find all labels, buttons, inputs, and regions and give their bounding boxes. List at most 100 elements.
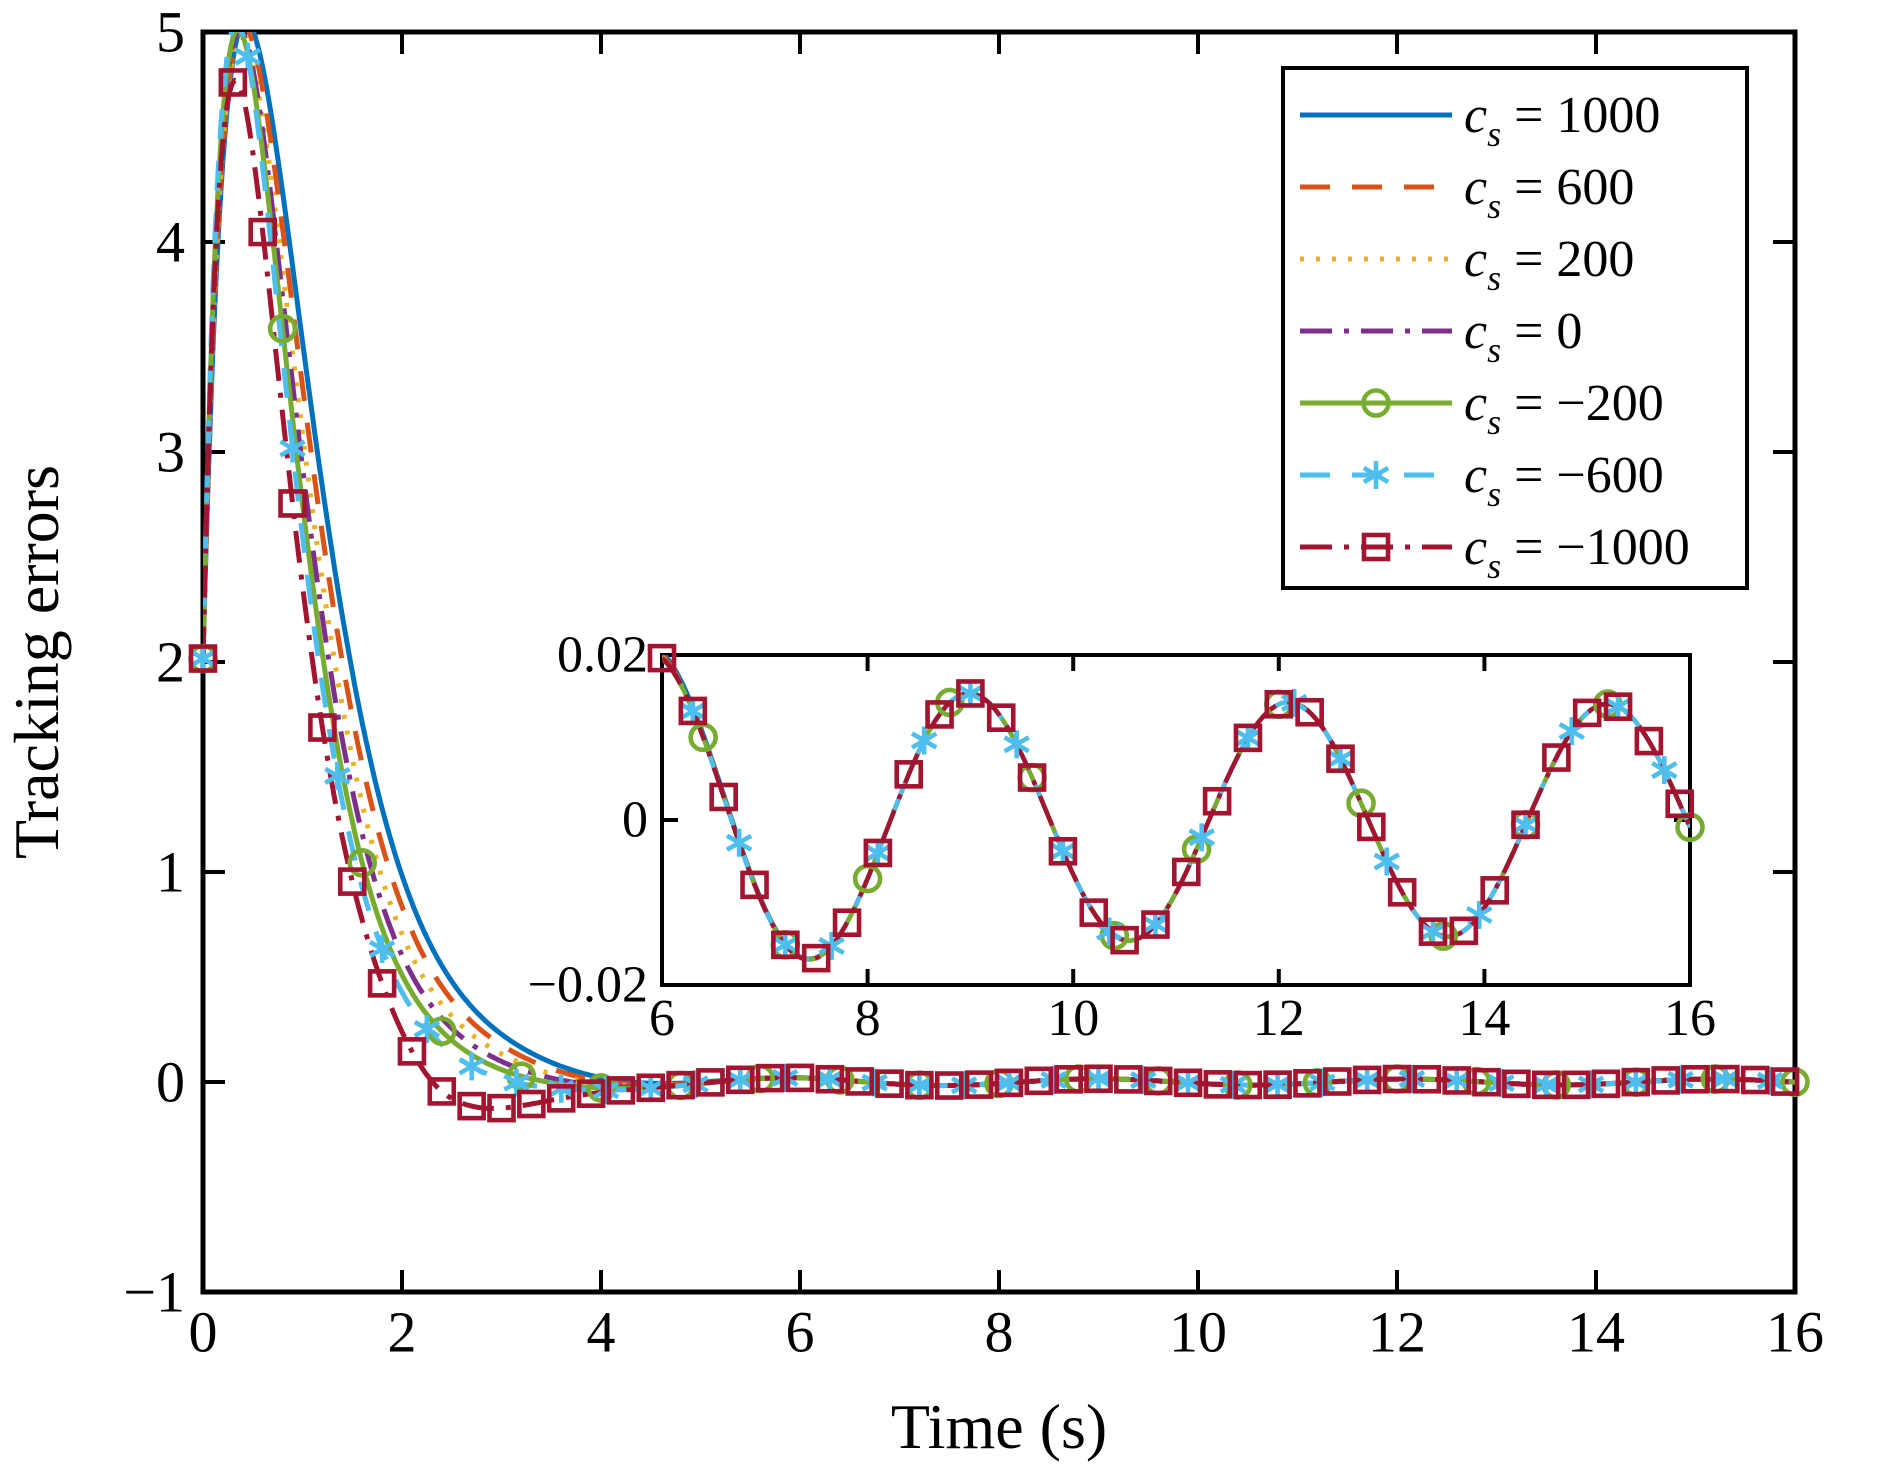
asterisk-marker [1327, 744, 1354, 773]
square-marker [1591, 1069, 1621, 1099]
asterisk-marker [1188, 823, 1215, 852]
asterisk-marker [1577, 1070, 1605, 1099]
square-marker [1114, 1065, 1143, 1094]
asterisk-marker [279, 434, 306, 463]
x-tick-label: 6 [786, 1300, 815, 1365]
asterisk-marker [1532, 1070, 1560, 1099]
square-marker [740, 870, 769, 900]
square-marker [337, 867, 367, 896]
square-marker [1561, 1070, 1591, 1100]
asterisk-stroke [1142, 915, 1169, 934]
square-marker [725, 1065, 755, 1095]
square-marker [1634, 726, 1664, 756]
square-marker [1770, 1067, 1800, 1096]
x-tick-label: 2 [388, 1300, 417, 1365]
square-marker [1110, 925, 1139, 955]
square-marker [1295, 697, 1324, 727]
asterisk-marker [189, 644, 217, 673]
y-tick-label: 3 [156, 420, 185, 485]
square-marker [1681, 1064, 1710, 1094]
asterisk-stroke [279, 439, 306, 458]
circle-marker [267, 313, 298, 344]
series-markers-cs-neg1000 [188, 68, 1800, 1123]
inset-x-tick-label: 10 [1047, 990, 1099, 1047]
square-marker [696, 1068, 725, 1097]
asterisk-marker [1651, 756, 1678, 785]
inset-x-tick-label: 16 [1664, 990, 1716, 1047]
asterisk-marker [725, 828, 753, 857]
x-tick-label: 14 [1567, 1300, 1625, 1365]
asterisk-marker [1264, 1070, 1291, 1099]
inset-axes: 6 8 10 12 14 16 0.02 0 −0.02 [528, 627, 1716, 1048]
square-marker [606, 1076, 636, 1105]
asterisk-stroke [1362, 466, 1390, 484]
inset-series-markers-cs-neg600 [679, 679, 1678, 960]
asterisk-stroke [1174, 1073, 1202, 1092]
square-marker [894, 760, 924, 789]
asterisk-stroke [1003, 735, 1030, 754]
square-marker [934, 1071, 964, 1100]
asterisk-stroke [413, 1019, 441, 1038]
square-marker [218, 68, 248, 97]
asterisk-stroke [324, 766, 351, 785]
asterisk-marker [771, 1063, 799, 1092]
x-tick-label: 12 [1368, 1300, 1426, 1365]
asterisk-stroke [816, 1070, 844, 1089]
asterisk-marker [906, 1071, 933, 1100]
square-marker [1442, 1066, 1471, 1095]
asterisk-marker [1142, 910, 1169, 939]
asterisk-marker [1756, 1066, 1784, 1095]
x-tick-label: 10 [1169, 1300, 1227, 1365]
square-marker [1054, 1065, 1083, 1094]
asterisk-marker [1353, 1065, 1381, 1094]
square-marker [1264, 689, 1294, 719]
asterisk-stroke [861, 1073, 888, 1092]
asterisk-stroke [1604, 697, 1632, 716]
legend-label-cs-1000: cs = 1000 [1464, 87, 1660, 154]
asterisk-stroke [1049, 842, 1077, 861]
square-marker [308, 713, 337, 742]
legend-label-cs-600: cs = 600 [1464, 159, 1634, 226]
asterisk-marker [1622, 1068, 1650, 1097]
square-marker [709, 782, 738, 812]
square-marker [1357, 812, 1386, 842]
square-marker [1449, 916, 1479, 946]
asterisk-stroke [1419, 922, 1447, 941]
square-marker [1079, 898, 1109, 927]
asterisk-marker [816, 1065, 844, 1094]
square-marker [1711, 1064, 1740, 1094]
asterisk-marker [1443, 1066, 1470, 1095]
square-marker [1387, 878, 1417, 907]
square-marker [1352, 1065, 1382, 1095]
asterisk-stroke [1398, 1070, 1426, 1089]
square-marker [576, 1079, 606, 1108]
square-marker [1173, 1068, 1203, 1098]
asterisk-stroke [864, 843, 892, 862]
square-marker [647, 643, 677, 673]
square-marker [1141, 910, 1170, 939]
asterisk-stroke [1443, 1071, 1470, 1090]
square-marker [832, 908, 862, 938]
x-tick-label: 0 [189, 1300, 218, 1365]
square-marker [1572, 698, 1602, 728]
square-marker [1382, 1064, 1412, 1094]
square-marker [1542, 743, 1571, 772]
asterisk-stroke [1234, 728, 1262, 747]
square-marker [1203, 1070, 1233, 1099]
asterisk-stroke [234, 47, 262, 66]
asterisk-marker [503, 1068, 530, 1097]
asterisk-marker [1604, 692, 1632, 721]
asterisk-marker [1373, 847, 1400, 876]
asterisk-marker [413, 1014, 441, 1043]
legend-item-cs-neg1000: cs = −1000 [1300, 519, 1690, 586]
legend-label-cs-neg600: cs = −600 [1464, 447, 1664, 514]
square-marker [546, 1084, 576, 1113]
x-axis-label: Time (s) [891, 1391, 1107, 1462]
square-marker [1480, 876, 1509, 905]
asterisk-stroke [1667, 1070, 1694, 1089]
legend-square-marker [1361, 532, 1391, 562]
square-marker [845, 1067, 875, 1096]
asterisk-stroke [637, 1079, 665, 1098]
